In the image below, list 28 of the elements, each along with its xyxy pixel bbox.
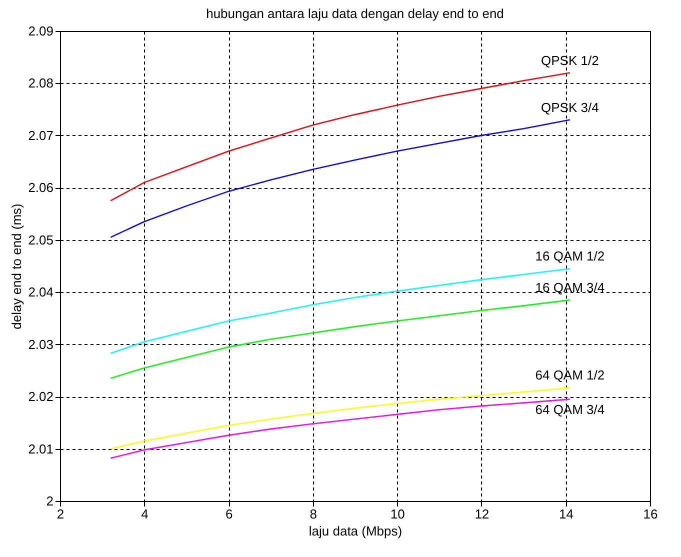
x-tick-label: 16 [643, 506, 658, 522]
series-label: QPSK 3/4 [541, 100, 599, 115]
y-tick-label: 2.07 [28, 128, 54, 143]
y-tick-label: 2.02 [28, 389, 54, 404]
x-axis-title: laju data (Mbps) [308, 524, 402, 538]
x-tick-label: 6 [225, 506, 233, 522]
x-tick-label: 10 [390, 506, 405, 522]
y-tick-label: 2 [46, 494, 54, 508]
y-axis-title: delay end to end (ms) [9, 204, 24, 330]
x-tick-label: 12 [474, 506, 490, 522]
y-tick-label: 2.06 [28, 180, 54, 196]
chart-title: hubungan antara laju data dengan delay end to end [206, 6, 504, 21]
series-label: QPSK 1/2 [541, 52, 599, 68]
series-label: 16 QAM 3/4 [535, 280, 605, 295]
y-tick-label: 2.08 [28, 76, 54, 91]
y-tick-label: 2.03 [28, 336, 54, 352]
line-series [110, 119, 571, 238]
y-tick-label: 2.09 [28, 24, 54, 38]
y-tick-label: 2.05 [28, 232, 54, 248]
x-tick-label: 8 [310, 506, 317, 522]
x-tick-label: 14 [558, 506, 574, 522]
y-tick-label: 2.04 [28, 284, 54, 300]
y-tick-label: 2.01 [28, 441, 54, 456]
series-label: 16 QAM 1/2 [535, 248, 605, 264]
series-label: 64 QAM 1/2 [535, 368, 605, 383]
x-tick-label: 4 [141, 506, 148, 522]
series-label: 64 QAM 3/4 [535, 402, 605, 418]
x-tick-label: 2 [56, 506, 64, 522]
